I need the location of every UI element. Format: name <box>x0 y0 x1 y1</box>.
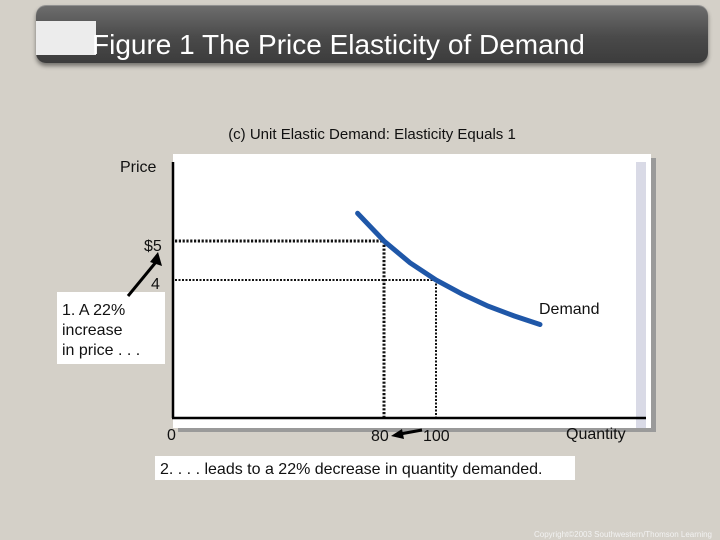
y-axis-label: Price <box>120 159 157 176</box>
x-tick-label-80: 80 <box>371 428 389 445</box>
price-arrow-shaft <box>126 261 158 297</box>
y-tick-label-5: $5 <box>144 238 162 255</box>
copyright-notice: Copyright©2003 Southwestern/Thomson Lear… <box>534 530 712 539</box>
annotation-price-line-1: 1. A 22% <box>62 302 125 319</box>
annotation-price-line-3: in price . . . <box>62 342 140 359</box>
plot-area <box>173 154 651 428</box>
plot-side-strip <box>636 162 646 428</box>
annotation-price-line-2: increase <box>62 322 123 339</box>
y-tick-label-4: 4 <box>151 276 160 293</box>
series-label-demand: Demand <box>539 301 599 318</box>
annotation-quantity-box <box>155 456 575 480</box>
title-stripe <box>36 21 96 55</box>
x-axis-label: Quantity <box>566 426 626 443</box>
quantity-arrow-head <box>391 429 404 439</box>
demand-curve <box>355 210 543 327</box>
price-arrow-head <box>150 252 162 266</box>
title-bar: Figure 1 The Price Elasticity of Demand <box>36 5 708 63</box>
annotation-quantity-decrease: 2. . . . leads to a 22% decrease in quan… <box>155 428 575 480</box>
x-tick-label-0: 0 <box>167 427 176 444</box>
annotation-quantity-text: 2. . . . leads to a 22% decrease in quan… <box>160 461 542 478</box>
x-tick-label-100: 100 <box>423 428 450 445</box>
page-title: Figure 1 The Price Elasticity of Demand <box>92 29 585 60</box>
annotation-price-increase: 1. A 22% increase in price . . . <box>57 252 165 364</box>
quantity-arrow-shaft <box>399 428 423 436</box>
chart-title: (c) Unit Elastic Demand: Elasticity Equa… <box>228 126 516 143</box>
annotation-price-box <box>57 292 165 364</box>
